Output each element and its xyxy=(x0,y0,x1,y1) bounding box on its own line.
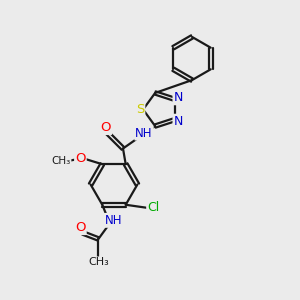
Text: NH: NH xyxy=(105,214,122,227)
Text: NH: NH xyxy=(135,127,153,140)
Text: CH₃: CH₃ xyxy=(88,257,109,267)
Text: O: O xyxy=(101,121,111,134)
Text: O: O xyxy=(75,152,86,165)
Text: Cl: Cl xyxy=(147,201,159,214)
Text: S: S xyxy=(136,103,144,116)
Text: CH₃: CH₃ xyxy=(51,156,70,166)
Text: O: O xyxy=(75,221,86,234)
Text: N: N xyxy=(173,115,183,128)
Text: N: N xyxy=(173,91,183,104)
